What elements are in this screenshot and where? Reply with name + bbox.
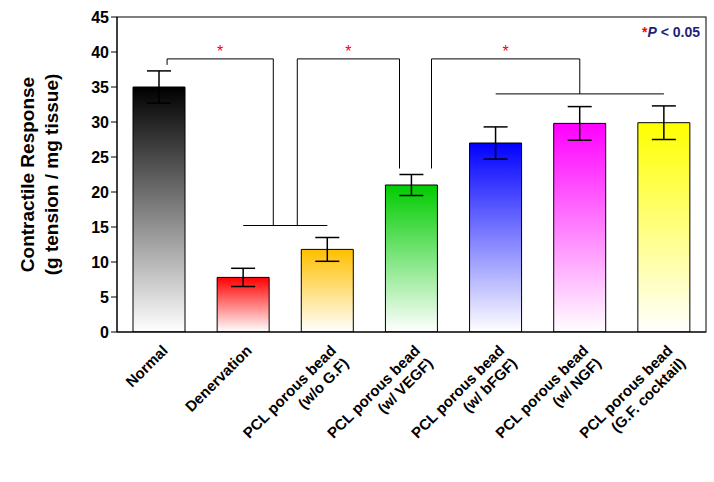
- svg-text:10: 10: [91, 254, 109, 271]
- svg-text:20: 20: [91, 184, 109, 201]
- svg-text:PCL porous bead: PCL porous bead: [323, 341, 424, 442]
- svg-text:40: 40: [91, 44, 109, 61]
- svg-text:(w/ bFGF): (w/ bFGF): [459, 354, 520, 415]
- svg-text:PCL porous bead: PCL porous bead: [407, 341, 508, 442]
- svg-text:15: 15: [91, 219, 109, 236]
- svg-text:(w/o G.F): (w/o G.F): [294, 354, 351, 411]
- svg-text:PCL porous bead: PCL porous bead: [239, 341, 339, 442]
- svg-text:*: *: [345, 43, 351, 60]
- svg-text:30: 30: [91, 114, 109, 131]
- svg-text:5: 5: [100, 289, 109, 306]
- svg-text:(w/ VEGF): (w/ VEGF): [374, 354, 436, 416]
- svg-text:(w/ NGF): (w/ NGF): [549, 354, 605, 410]
- svg-text:*: *: [217, 43, 223, 60]
- svg-text:*: *: [503, 43, 509, 60]
- svg-text:0: 0: [100, 324, 109, 341]
- svg-text:25: 25: [91, 149, 109, 166]
- svg-text:Normal: Normal: [122, 342, 171, 391]
- svg-text:45: 45: [91, 9, 109, 26]
- svg-text:35: 35: [91, 79, 109, 96]
- svg-text:Denervation: Denervation: [182, 342, 255, 415]
- svg-text:PCL porous bead: PCL porous bead: [575, 341, 676, 442]
- svg-text:PCL porous bead: PCL porous bead: [491, 341, 592, 442]
- svg-text:(g tension / mg tissue): (g tension / mg tissue): [41, 74, 62, 276]
- svg-text:Contractile Response: Contractile Response: [17, 77, 38, 272]
- svg-text:(G.F. cocktail): (G.F. cocktail): [607, 354, 688, 435]
- svg-text:*P < 0.05: *P < 0.05: [642, 24, 700, 40]
